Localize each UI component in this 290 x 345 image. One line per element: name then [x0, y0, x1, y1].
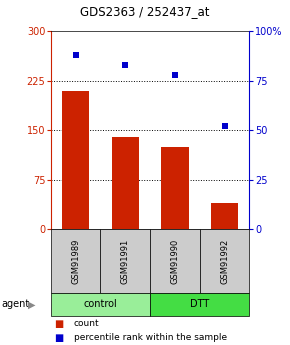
Bar — [62, 90, 89, 229]
Text: GDS2363 / 252437_at: GDS2363 / 252437_at — [80, 5, 210, 18]
Text: DTT: DTT — [190, 299, 209, 309]
Text: percentile rank within the sample: percentile rank within the sample — [74, 333, 227, 342]
Text: GSM91991: GSM91991 — [121, 239, 130, 284]
Text: GSM91989: GSM91989 — [71, 239, 80, 284]
Point — [73, 52, 78, 58]
Bar — [51, 293, 150, 316]
Text: ■: ■ — [54, 319, 63, 329]
Text: GSM91990: GSM91990 — [171, 239, 180, 284]
Bar — [100, 229, 150, 293]
Point — [173, 72, 177, 78]
Bar — [211, 203, 238, 229]
Point — [222, 124, 227, 129]
Bar — [51, 229, 100, 293]
Bar — [161, 147, 188, 229]
Bar — [112, 137, 139, 229]
Point — [123, 62, 128, 68]
Bar — [150, 293, 249, 316]
Bar — [150, 229, 200, 293]
Text: count: count — [74, 319, 99, 328]
Text: control: control — [84, 299, 117, 309]
Bar — [200, 229, 249, 293]
Text: agent: agent — [1, 299, 30, 309]
Text: ▶: ▶ — [28, 299, 35, 309]
Text: GSM91992: GSM91992 — [220, 239, 229, 284]
Text: ■: ■ — [54, 333, 63, 343]
